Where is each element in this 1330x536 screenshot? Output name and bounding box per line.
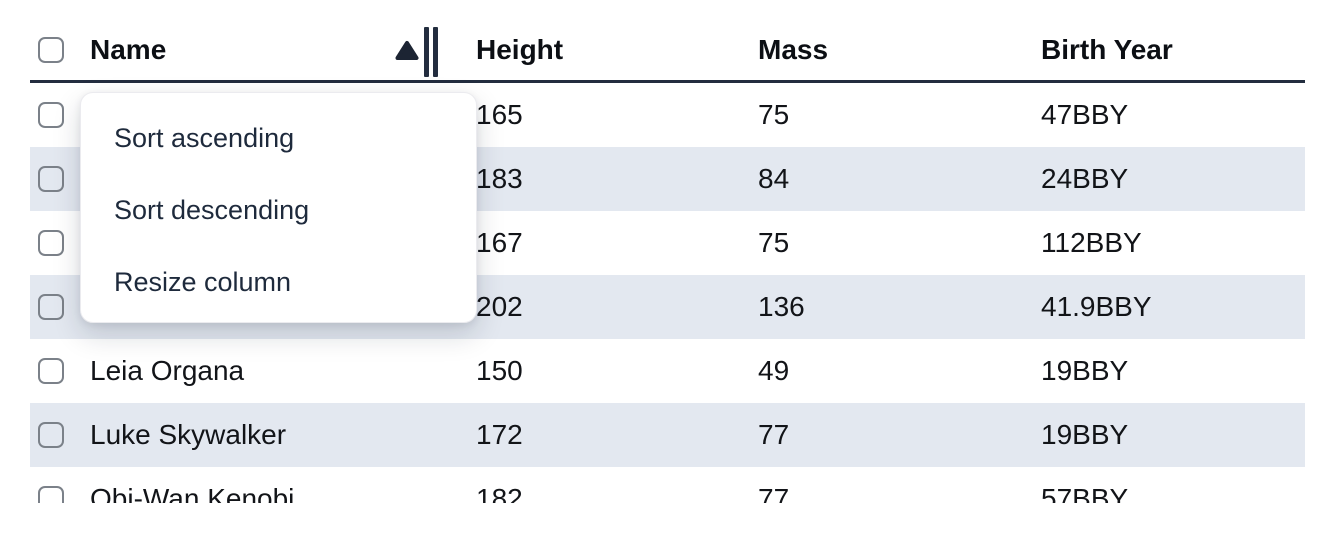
column-resize-handle-icon[interactable] xyxy=(424,27,438,77)
row-select-cell xyxy=(30,230,90,256)
column-header-mass[interactable]: Mass xyxy=(758,34,829,65)
cell-height: 183 xyxy=(476,163,523,194)
menu-item-sort-ascending[interactable]: Sort ascending xyxy=(114,122,295,153)
cell-mass: 75 xyxy=(758,227,790,258)
table-row: 167 75 112BBY xyxy=(30,211,1305,275)
column-header-birth-year[interactable]: Birth Year xyxy=(1041,34,1173,65)
cell-mass: 49 xyxy=(758,355,790,386)
row-select-cell xyxy=(30,486,90,503)
cell-mass: 77 xyxy=(758,483,790,503)
table-row: Leia Organa 150 49 19BBY xyxy=(30,339,1305,403)
menu-item-resize-column[interactable]: Resize column xyxy=(114,266,292,297)
table-header-row: Name Height Mass Birth Year xyxy=(30,0,1305,83)
cell-height: 172 xyxy=(476,419,523,450)
table-row: 165 75 47BBY xyxy=(30,83,1305,147)
cell-height: 165 xyxy=(476,99,523,130)
cell-mass: 75 xyxy=(758,99,790,130)
cell-name: Luke Skywalker xyxy=(90,419,287,450)
row-checkbox[interactable] xyxy=(38,486,64,503)
row-select-cell xyxy=(30,102,90,128)
cell-birth-year: 112BBY xyxy=(1041,227,1142,258)
column-context-menu: Sort ascending Sort descending Resize co… xyxy=(80,92,477,323)
cell-birth-year: 19BBY xyxy=(1041,419,1129,450)
row-select-cell xyxy=(30,294,90,320)
row-select-cell xyxy=(30,422,90,448)
sort-ascending-triangle-icon xyxy=(395,41,419,60)
row-select-cell xyxy=(30,358,90,384)
cell-height: 182 xyxy=(476,483,523,503)
cell-name: Leia Organa xyxy=(90,355,245,386)
table-row: Obi-Wan Kenobi 182 77 57BBY xyxy=(30,467,1305,503)
menu-item-sort-descending[interactable]: Sort descending xyxy=(114,194,310,225)
cell-mass: 136 xyxy=(758,291,805,322)
table-row: Luke Skywalker 172 77 19BBY xyxy=(30,403,1305,467)
row-checkbox[interactable] xyxy=(38,294,64,320)
cell-birth-year: 19BBY xyxy=(1041,355,1129,386)
cell-birth-year: 41.9BBY xyxy=(1041,291,1152,322)
row-select-cell xyxy=(30,166,90,192)
cell-mass: 84 xyxy=(758,163,790,194)
row-checkbox[interactable] xyxy=(38,358,64,384)
cell-birth-year: 57BBY xyxy=(1041,483,1129,503)
cell-height: 167 xyxy=(476,227,523,258)
cell-birth-year: 47BBY xyxy=(1041,99,1129,130)
resize-bar xyxy=(433,27,438,77)
row-checkbox[interactable] xyxy=(38,102,64,128)
column-header-height[interactable]: Height xyxy=(476,34,564,65)
row-checkbox[interactable] xyxy=(38,166,64,192)
column-header-name[interactable]: Name xyxy=(90,34,167,65)
cell-name: Obi-Wan Kenobi xyxy=(90,483,295,503)
cell-height: 202 xyxy=(476,291,523,322)
select-all-checkbox[interactable] xyxy=(38,37,64,63)
row-checkbox[interactable] xyxy=(38,422,64,448)
cell-birth-year: 24BBY xyxy=(1041,163,1129,194)
header-select-all-cell xyxy=(30,37,90,63)
cell-height: 150 xyxy=(476,355,523,386)
cell-mass: 77 xyxy=(758,419,790,450)
row-checkbox[interactable] xyxy=(38,230,64,256)
resize-bar xyxy=(424,27,429,77)
